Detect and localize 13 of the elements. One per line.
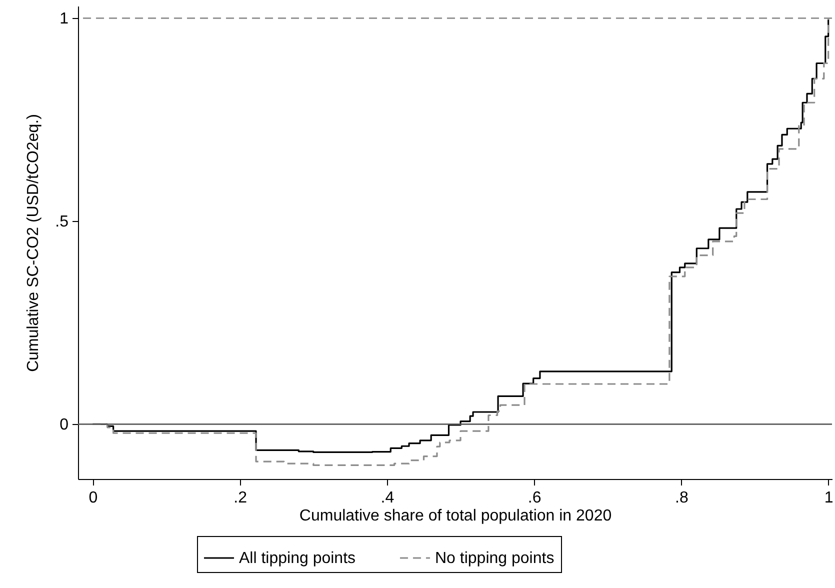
x-axis-title: Cumulative share of total population in 2020 — [299, 508, 612, 524]
legend-label: No tipping points — [435, 550, 554, 567]
y-axis-title: Cumulative SC-CO2 (USD/tCO2eq.) — [25, 114, 42, 372]
y-tick-label: 0 — [60, 416, 69, 434]
x-tick-label: .6 — [528, 490, 542, 506]
x-tick-label: 0 — [88, 490, 98, 506]
x-tick-label: .4 — [380, 490, 394, 506]
legend-label: All tipping points — [239, 550, 356, 567]
x-tick-label: .8 — [675, 490, 688, 506]
y-tick-label: .5 — [55, 214, 69, 231]
y-tick-label: 1 — [60, 10, 69, 28]
x-tick-label: 1 — [824, 490, 834, 506]
x-tick-label: .2 — [234, 490, 248, 506]
